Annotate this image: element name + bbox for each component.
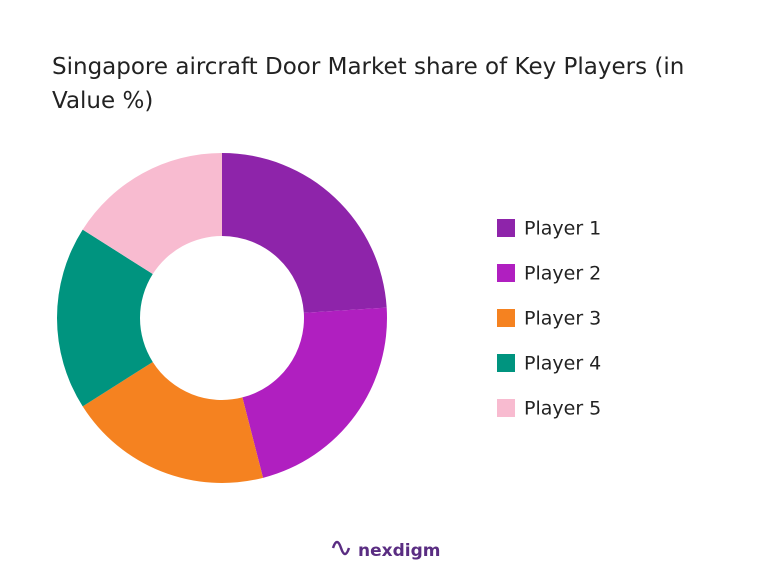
legend-label: Player 2 [524, 263, 601, 285]
donut-slice [222, 153, 387, 313]
donut-slice [82, 361, 264, 483]
chart-title: Singapore aircraft Door Market share of … [52, 54, 685, 114]
legend-swatch [497, 219, 515, 237]
donut-slice [56, 229, 153, 407]
legend-label: Player 1 [524, 218, 601, 240]
logo-icon [331, 540, 351, 556]
logo-text: nexdigm [358, 541, 440, 561]
legend-label: Player 3 [524, 308, 601, 330]
legend-swatch [497, 264, 515, 282]
donut-slice [242, 307, 387, 478]
legend-label: Player 4 [524, 353, 601, 375]
legend-label: Player 5 [524, 398, 601, 420]
legend-swatch [497, 309, 515, 327]
donut-slice [82, 153, 223, 275]
legend-swatch [497, 354, 515, 372]
legend-swatch [497, 399, 515, 417]
